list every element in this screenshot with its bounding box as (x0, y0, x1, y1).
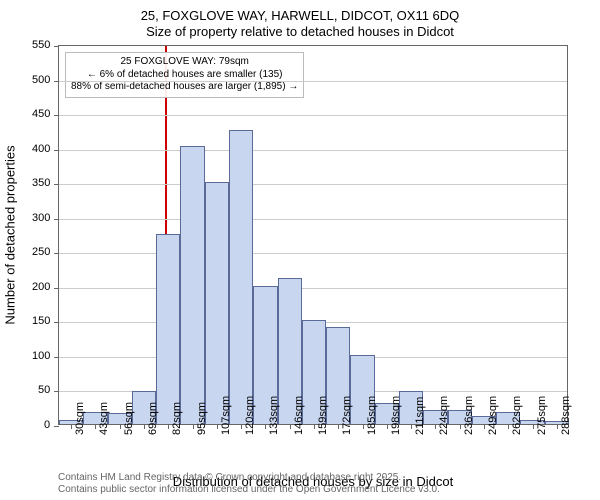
x-tick-label: 56sqm (123, 402, 135, 435)
grid-line (59, 150, 567, 151)
x-tick-mark (557, 424, 558, 429)
y-tick-label: 250 (32, 246, 54, 258)
x-tick-mark (168, 424, 169, 429)
x-tick-mark (193, 424, 194, 429)
plot-area: 25 FOXGLOVE WAY: 79sqm ← 6% of detached … (58, 45, 568, 425)
x-tick-mark (95, 424, 96, 429)
x-tick-mark (290, 424, 291, 429)
y-axis-label: Number of detached properties (3, 145, 18, 324)
x-tick-mark (363, 424, 364, 429)
y-tick-mark (54, 426, 59, 427)
x-tick-mark (460, 424, 461, 429)
x-tick-mark (120, 424, 121, 429)
y-tick-label: 200 (32, 281, 54, 293)
x-tick-mark (71, 424, 72, 429)
y-tick-label: 450 (32, 108, 54, 120)
x-tick-mark (533, 424, 534, 429)
y-tick-mark (54, 357, 59, 358)
x-tick-mark (241, 424, 242, 429)
x-tick-mark (508, 424, 509, 429)
x-tick-mark (484, 424, 485, 429)
x-tick-mark (144, 424, 145, 429)
x-tick-label: 236sqm (463, 396, 475, 435)
x-tick-label: 69sqm (147, 402, 159, 435)
x-tick-label: 249sqm (487, 396, 499, 435)
x-tick-label: 159sqm (317, 396, 329, 435)
chart-container: 25, FOXGLOVE WAY, HARWELL, DIDCOT, OX11 … (0, 0, 600, 500)
y-tick-label: 0 (44, 419, 54, 431)
x-tick-mark (411, 424, 412, 429)
grid-line (59, 184, 567, 185)
x-tick-label: 211sqm (414, 397, 426, 435)
footer-line1: Contains HM Land Registry data © Crown c… (58, 472, 440, 484)
title-line2: Size of property relative to detached ho… (0, 24, 600, 40)
x-tick-label: 30sqm (74, 402, 86, 435)
x-tick-mark (435, 424, 436, 429)
annotation-box: 25 FOXGLOVE WAY: 79sqm ← 6% of detached … (65, 52, 304, 98)
grid-line (59, 81, 567, 82)
x-tick-label: 82sqm (171, 402, 183, 435)
annot-line1: 25 FOXGLOVE WAY: 79sqm (71, 56, 298, 69)
x-tick-label: 172sqm (341, 396, 353, 435)
y-tick-mark (54, 391, 59, 392)
grid-line (59, 253, 567, 254)
grid-line (59, 219, 567, 220)
title-line1: 25, FOXGLOVE WAY, HARWELL, DIDCOT, OX11 … (0, 8, 600, 24)
y-tick-label: 300 (32, 212, 54, 224)
annot-line2: ← 6% of detached houses are smaller (135… (71, 69, 298, 82)
y-tick-label: 350 (32, 177, 54, 189)
x-tick-label: 43sqm (98, 402, 110, 435)
y-tick-label: 150 (32, 315, 54, 327)
y-tick-label: 100 (32, 350, 54, 362)
y-tick-mark (54, 219, 59, 220)
x-tick-label: 95sqm (196, 402, 208, 435)
footer-credits: Contains HM Land Registry data © Crown c… (58, 472, 440, 496)
y-tick-mark (54, 81, 59, 82)
y-tick-mark (54, 288, 59, 289)
histogram-bar (180, 146, 204, 424)
grid-line (59, 288, 567, 289)
y-tick-mark (54, 150, 59, 151)
y-tick-mark (54, 184, 59, 185)
x-tick-mark (265, 424, 266, 429)
x-tick-label: 198sqm (390, 396, 402, 435)
x-tick-label: 107sqm (220, 396, 232, 435)
x-tick-mark (314, 424, 315, 429)
grid-line (59, 115, 567, 116)
x-tick-label: 133sqm (268, 396, 280, 435)
y-tick-label: 500 (32, 74, 54, 86)
x-tick-mark (387, 424, 388, 429)
y-tick-label: 50 (38, 384, 54, 396)
y-tick-mark (54, 115, 59, 116)
histogram-bar (229, 130, 253, 424)
y-tick-label: 400 (32, 143, 54, 155)
x-tick-label: 146sqm (293, 396, 305, 435)
y-tick-mark (54, 322, 59, 323)
chart-area: Number of detached properties 25 FOXGLOV… (58, 45, 568, 425)
x-tick-mark (217, 424, 218, 429)
chart-title-block: 25, FOXGLOVE WAY, HARWELL, DIDCOT, OX11 … (0, 0, 600, 41)
x-tick-label: 224sqm (438, 396, 450, 435)
x-tick-label: 262sqm (511, 396, 523, 435)
x-tick-mark (338, 424, 339, 429)
annot-line3: 88% of semi-detached houses are larger (… (71, 81, 298, 94)
x-tick-label: 185sqm (366, 396, 378, 435)
y-tick-label: 550 (32, 39, 54, 51)
x-tick-label: 288sqm (560, 396, 572, 435)
x-tick-label: 120sqm (244, 396, 256, 435)
histogram-bar (205, 182, 229, 424)
y-tick-mark (54, 253, 59, 254)
y-tick-mark (54, 46, 59, 47)
footer-line2: Contains public sector information licen… (58, 484, 440, 496)
x-tick-label: 275sqm (536, 396, 548, 435)
histogram-bar (156, 234, 180, 424)
